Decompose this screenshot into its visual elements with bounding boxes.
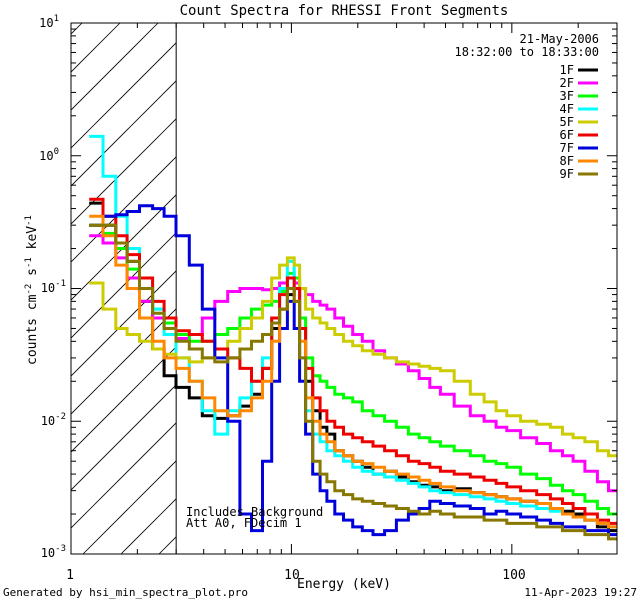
annotation-attenuator: Att A0, FDecim 1 (186, 516, 302, 530)
legend-label-1f: 1F (560, 63, 574, 77)
footer-generated-by: Generated by hsi_min_spectra_plot.pro (3, 586, 248, 599)
y-tick-label-10e-3: 10-3 (41, 544, 66, 560)
y-tick-label-10e0: 100 (39, 147, 59, 163)
annotation-background: Includes Background (186, 505, 323, 519)
series-layer (89, 134, 617, 541)
hatch-line (71, 42, 177, 149)
hatch-line (71, 270, 177, 377)
series-5f (89, 256, 617, 458)
hatch-line (71, 232, 177, 339)
hatch-line (71, 384, 177, 491)
y-tick-label-10e-2: 10-2 (41, 412, 66, 428)
series-3f (89, 223, 617, 516)
series-7f (89, 204, 617, 537)
axis-ticks (70, 22, 618, 555)
hatch-line (71, 422, 177, 529)
y-tick-label-10e-1: 10-1 (41, 279, 66, 295)
legend-label-5f: 5F (560, 115, 574, 129)
series-8f (89, 214, 617, 529)
hatch-line (71, 194, 177, 301)
legend-label-8f: 8F (560, 154, 574, 168)
chart-title: Count Spectra for RHESSI Front Segments (180, 3, 509, 19)
series-6f (89, 197, 617, 525)
legend-label-7f: 7F (560, 141, 574, 155)
time-range-label: 18:32:00 to 18:33:00 (455, 45, 600, 59)
series-9f (89, 223, 617, 541)
footer-timestamp: 11-Apr-2023 19:27 (524, 586, 637, 599)
hatch-line (82, 460, 177, 554)
x-axis-label: Energy (keV) (297, 577, 391, 592)
y-axis-label: counts cm-2 s-1 keV-1 (24, 215, 40, 365)
date-label: 21-May-2006 (520, 32, 599, 46)
legend-label-2f: 2F (560, 76, 574, 90)
hatch-line (71, 80, 177, 187)
x-tick-label-100: 100 (502, 568, 525, 583)
y-tick-label-10e1: 101 (39, 14, 59, 30)
legend-label-3f: 3F (560, 89, 574, 103)
x-tick-label-1: 1 (66, 568, 74, 583)
legend-label-9f: 9F (560, 167, 574, 181)
legend-label-6f: 6F (560, 128, 574, 142)
legend-label-4f: 4F (560, 102, 574, 116)
hatched-region (71, 23, 177, 554)
x-tick-label-10: 10 (284, 568, 300, 583)
